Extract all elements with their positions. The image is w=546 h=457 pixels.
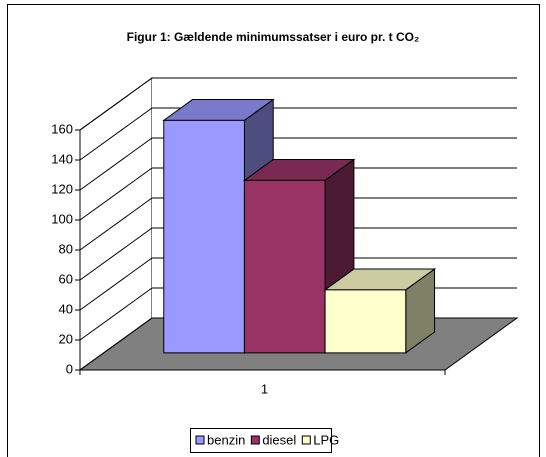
legend-label: LPG bbox=[313, 432, 339, 447]
y-tick-label: 120 bbox=[51, 181, 73, 196]
grid-line bbox=[79, 77, 517, 131]
bar bbox=[243, 179, 326, 354]
grid-line bbox=[79, 197, 517, 251]
y-tick-label: 0 bbox=[66, 361, 73, 376]
grid-line bbox=[79, 137, 517, 191]
grid-line bbox=[79, 167, 517, 221]
y-tick-label: 140 bbox=[51, 151, 73, 166]
bar bbox=[324, 289, 407, 354]
x-tick-label: 1 bbox=[261, 381, 268, 396]
y-tick-label: 60 bbox=[59, 271, 73, 286]
legend-label: benzin bbox=[207, 432, 245, 447]
legend-label: diesel bbox=[262, 432, 296, 447]
legend-swatch bbox=[250, 435, 260, 445]
grid-line bbox=[79, 227, 517, 281]
y-tick-label: 20 bbox=[59, 331, 73, 346]
grid-line bbox=[79, 107, 517, 161]
bar bbox=[163, 119, 245, 354]
chart-title: Figur 1: Gældende minimumssatser i euro … bbox=[127, 30, 420, 44]
y-tick-label: 80 bbox=[59, 241, 73, 256]
y-tick-label: 100 bbox=[51, 211, 73, 226]
grid-line bbox=[79, 257, 517, 311]
legend-swatch bbox=[195, 435, 205, 445]
y-tick-label: 40 bbox=[59, 301, 73, 316]
legend-swatch bbox=[301, 435, 311, 445]
y-tick-label: 160 bbox=[51, 121, 73, 136]
